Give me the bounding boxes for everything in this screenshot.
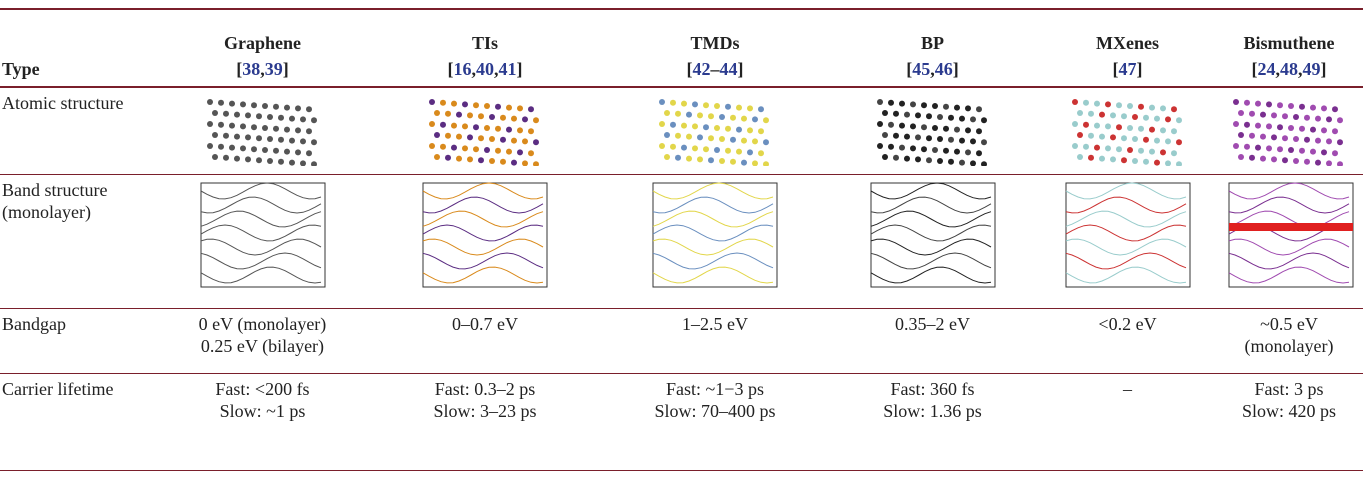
row-label: Band structure (monolayer)	[2, 180, 108, 222]
row-label: Carrier lifetime	[2, 379, 114, 399]
cell-line: Fast: 3 ps	[1254, 379, 1324, 399]
material-name: TIs	[471, 33, 498, 53]
table-row: Bandgap 0 eV (monolayer) 0.25 eV (bilayer)…	[0, 309, 1363, 374]
band-image	[652, 182, 778, 288]
references: [38,39]	[236, 59, 289, 79]
cell	[605, 175, 825, 309]
structure-image	[659, 99, 769, 166]
cell-line: <0.2 eV	[1098, 314, 1157, 334]
cell: Fast: 3 ps Slow: 420 ps	[1215, 374, 1363, 471]
band-image	[870, 182, 995, 288]
cell-line: 0.35–2 eV	[895, 314, 970, 334]
table-body: Atomic structure Band structure (monolaye…	[0, 87, 1363, 471]
structure-image	[1071, 99, 1182, 166]
column-header: TIs [16,40,41]	[365, 9, 605, 87]
band-image	[1228, 182, 1354, 288]
cell-line: 0–0.7 eV	[452, 314, 518, 334]
cell-line: Fast: 0.3–2 ps	[434, 379, 536, 399]
references: [24,48,49]	[1251, 59, 1327, 79]
column-header: Bismuthene [24,48,49]	[1215, 9, 1363, 87]
column-header: MXenes [47]	[1040, 9, 1215, 87]
structure-image	[206, 99, 317, 166]
cell: Fast: 360 fs Slow: 1.36 ps	[825, 374, 1040, 471]
cell-line: ~0.5 eV (monolayer)	[1244, 314, 1334, 356]
cell-line: Fast: 360 fs	[890, 379, 975, 399]
cell-line: Slow: ~1 ps	[219, 401, 306, 421]
column-header: BP [45,46]	[825, 9, 1040, 87]
band-image	[1065, 182, 1190, 288]
cell: Fast: 0.3–2 ps Slow: 3–23 ps	[365, 374, 605, 471]
cell	[365, 175, 605, 309]
band-image	[422, 182, 548, 288]
references: [47]	[1112, 59, 1143, 79]
cell: <0.2 eV	[1040, 309, 1215, 374]
structure-image	[429, 99, 539, 166]
references: [45,46]	[906, 59, 959, 79]
references: [16,40,41]	[447, 59, 523, 79]
type-header: Type	[2, 59, 40, 79]
cell-line: Fast: ~1−3 ps	[666, 379, 764, 399]
cell: ~0.5 eV (monolayer)	[1215, 309, 1363, 374]
cell	[1215, 87, 1363, 175]
column-header: TMDs [42–44]	[605, 9, 825, 87]
cell	[825, 87, 1040, 175]
band-image	[200, 182, 325, 288]
cell	[1215, 175, 1363, 309]
cell-line: Slow: 1.36 ps	[883, 401, 982, 421]
cell-line: 1–2.5 eV	[682, 314, 748, 334]
material-name: Bismuthene	[1243, 33, 1335, 53]
cell: Fast: ~1−3 ps Slow: 70–400 ps	[605, 374, 825, 471]
cell-line: Slow: 3–23 ps	[433, 401, 537, 421]
header-row: Type Graphene [38,39] TIs [16,40,41] TMDs [42…	[0, 9, 1363, 87]
cell	[160, 175, 365, 309]
cell: 0–0.7 eV	[365, 309, 605, 374]
material-name: BP	[920, 33, 944, 53]
cell	[825, 175, 1040, 309]
material-name: Graphene	[223, 33, 301, 53]
cell: 0 eV (monolayer) 0.25 eV (bilayer)	[160, 309, 365, 374]
cell-line: Fast: <200 fs	[215, 379, 310, 399]
column-header: Graphene [38,39]	[160, 9, 365, 87]
references: [42–44]	[686, 59, 744, 79]
cell	[365, 87, 605, 175]
page: Type Graphene [38,39] TIs [16,40,41] TMDs [42…	[0, 8, 1363, 490]
cell-line: –	[1123, 379, 1132, 399]
material-name: TMDs	[690, 33, 740, 53]
cell-line: Slow: 70–400 ps	[654, 401, 776, 421]
structure-image	[1233, 99, 1343, 166]
cell	[1040, 87, 1215, 175]
cell	[1040, 175, 1215, 309]
cell: 0.35–2 eV	[825, 309, 1040, 374]
table-row: Atomic structure	[0, 87, 1363, 175]
row-label: Atomic structure	[2, 93, 124, 113]
cell-line: 0.25 eV (bilayer)	[200, 336, 325, 356]
cell	[160, 87, 365, 175]
material-name: MXenes	[1096, 33, 1159, 53]
cell-line: 0 eV (monolayer)	[198, 314, 327, 334]
cell: –	[1040, 374, 1215, 471]
cell: 1–2.5 eV	[605, 309, 825, 374]
structure-image	[876, 99, 987, 166]
comparison-table: Type Graphene [38,39] TIs [16,40,41] TMDs [42…	[0, 8, 1363, 471]
cell	[605, 87, 825, 175]
cell-line: Slow: 420 ps	[1241, 401, 1337, 421]
table-row: Carrier lifetime Fast: <200 fs Slow: ~1 ps…	[0, 374, 1363, 471]
cell: Fast: <200 fs Slow: ~1 ps	[160, 374, 365, 471]
row-label: Bandgap	[2, 314, 66, 334]
table-row: Band structure (monolayer)	[0, 175, 1363, 309]
